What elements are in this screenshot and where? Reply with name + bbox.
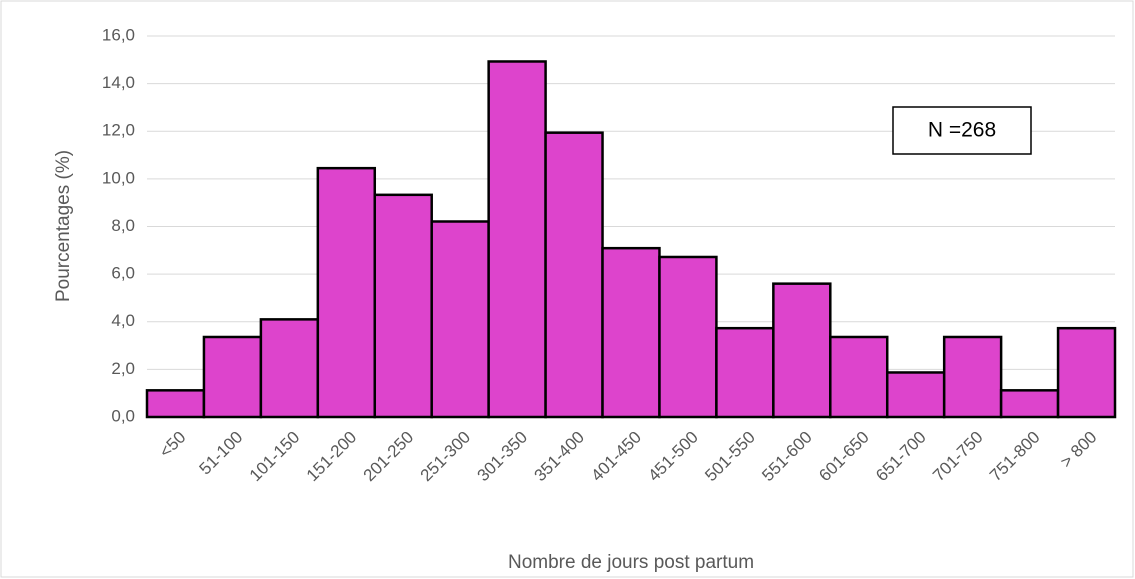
bar	[1056, 326, 1117, 419]
y-tick-label: 2,0	[111, 359, 135, 378]
bar	[942, 335, 1003, 419]
bar	[544, 131, 604, 419]
y-tick-label: 8,0	[111, 216, 135, 235]
bar	[202, 335, 263, 419]
bar	[145, 389, 206, 419]
bar	[430, 220, 490, 419]
bar	[316, 166, 377, 419]
y-tick-label: 12,0	[102, 121, 135, 140]
y-tick-label: 14,0	[102, 73, 135, 92]
annotation: N =268	[928, 119, 996, 142]
bar	[487, 60, 547, 419]
y-tick-label: 6,0	[111, 264, 135, 283]
bar	[601, 246, 661, 419]
y-tick-label: 0,0	[111, 406, 135, 425]
annotation-box	[892, 106, 1032, 155]
x-axis-title: Nombre de jours post partum	[508, 552, 754, 573]
bar	[373, 193, 433, 419]
bar	[715, 326, 775, 419]
y-axis-title: Pourcentages (%)	[53, 150, 74, 302]
y-tick-label: 10,0	[102, 168, 135, 187]
bar	[772, 282, 832, 419]
y-tick-label: 16,0	[102, 25, 135, 44]
bar	[658, 255, 718, 419]
bar	[999, 389, 1060, 419]
bar	[885, 371, 946, 419]
bar	[259, 318, 320, 419]
bar	[829, 335, 889, 419]
y-tick-label: 4,0	[111, 311, 135, 330]
